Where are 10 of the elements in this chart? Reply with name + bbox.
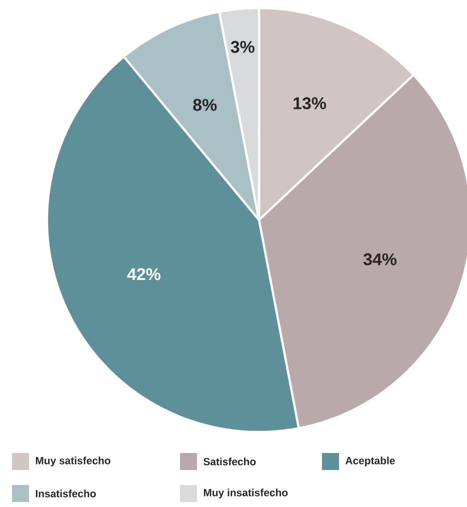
data-label: 8%	[193, 98, 217, 111]
data-label: 13%	[294, 97, 326, 110]
data-label: 42%	[127, 268, 160, 280]
legend-label: Satisfecho	[204, 458, 256, 466]
legend-label: Insatisfecho	[36, 490, 96, 498]
legend-label: Muy satisfecho	[36, 456, 110, 466]
legend-label: Muy insatisfecho	[204, 488, 288, 498]
data-label: 34%	[363, 253, 396, 266]
data-label: 3%	[230, 40, 254, 53]
legend-label: Aceptable	[345, 456, 395, 466]
